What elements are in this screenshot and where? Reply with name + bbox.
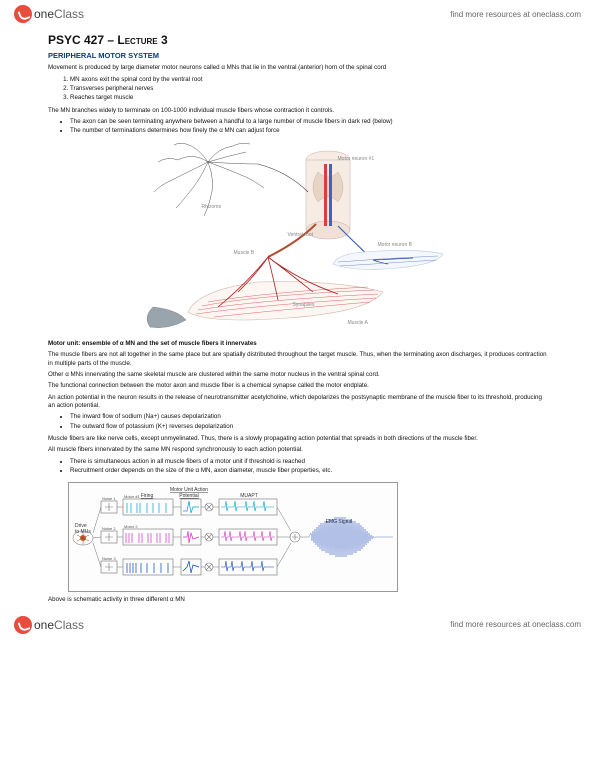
intro-paragraph: Movement is produced by large diameter m… (48, 64, 547, 72)
fig-label-synapses: Synapses (293, 302, 315, 309)
paragraph: All muscle fibers innervated by the same… (48, 446, 547, 454)
list-item: The outward flow of potassium (K+) rever… (70, 423, 547, 431)
title-word: Lecture (117, 33, 157, 47)
motor-neuron-diagram: Motor neuron #1 Ventral root Muscle B Mo… (138, 142, 458, 332)
bullet-list-1: The axon can be seen terminating anywher… (70, 118, 547, 136)
page-footer: oneClass find more resources at oneclass… (0, 611, 595, 639)
figure-caption: Above is schematic activity in three dif… (48, 596, 547, 604)
brand-part2-f: Class (54, 618, 84, 632)
fig2-noise3: Noise 3 (102, 556, 116, 561)
list-item: Recruitment order depends on the size of… (70, 467, 547, 475)
brand-part1-f: one (34, 618, 54, 632)
brand-part2: Class (54, 7, 84, 21)
bullet-list-3: There is simultaneous action in all musc… (70, 458, 547, 476)
emg-svg: Motor Unit Action Potential Firing MUAPT… (69, 483, 399, 593)
list-item: Transverses peripheral nerves (70, 85, 547, 93)
header-tagline: find more resources at oneclass.com (450, 10, 581, 19)
brand-text: oneClass (34, 7, 84, 21)
fig2-drive-label2: to MUs (75, 529, 91, 535)
title-prefix: PSYC 427 – (48, 33, 117, 47)
fig2-header-muapt: MUAPT (240, 493, 258, 499)
list-item: The axon can be seen terminating anywher… (70, 118, 547, 126)
list-item: MN axons exit the spinal cord by the ven… (70, 76, 547, 84)
document-body: PSYC 427 – Lecture 3 PERIPHERAL MOTOR SY… (0, 28, 595, 611)
list-item: The number of terminations determines ho… (70, 127, 547, 135)
brand-part1: one (34, 7, 54, 21)
list-item: Reaches target muscle (70, 94, 547, 102)
fig2-header-pot: Potential (179, 493, 198, 499)
bullet-list-2: The inward flow of sodium (Na+) causes d… (70, 413, 547, 431)
emg-schematic: Motor Unit Action Potential Firing MUAPT… (68, 482, 398, 592)
brand-text-footer: oneClass (34, 618, 84, 632)
brand-footer: oneClass (14, 616, 84, 634)
paragraph: Other α MNs innervating the same skeleta… (48, 371, 547, 379)
oneclass-logo-icon (14, 616, 32, 634)
fig2-header-firing: Firing (141, 493, 154, 499)
fig2-noise2: Noise 2 (102, 526, 116, 531)
list-item: There is simultaneous action in all musc… (70, 458, 547, 466)
page-header: oneClass find more resources at oneclass… (0, 0, 595, 28)
fig-label-muscle-a: Muscle A (348, 320, 368, 327)
footer-tagline: find more resources at oneclass.com (450, 620, 581, 629)
brand: oneClass (14, 5, 84, 23)
fig2-motor1: Motor #1 (124, 494, 141, 499)
paragraph: An action potential in the neuron result… (48, 394, 547, 411)
fig2-motor2: Motor 2 (124, 524, 138, 529)
fig-label-motor-neuron: Motor neuron #1 (338, 156, 375, 163)
paragraph: The functional connection between the mo… (48, 382, 547, 390)
fig-label-muscle-b: Muscle B (234, 250, 255, 257)
motor-unit-definition: Motor unit: ensemble of α MN and the set… (48, 340, 547, 348)
list-item: The inward flow of sodium (Na+) causes d… (70, 413, 547, 421)
paragraph: The muscle fibers are not all together i… (48, 351, 547, 368)
fig2-noise1: Noise 1 (102, 496, 116, 501)
paragraph: Muscle fibers are like nerve cells, exce… (48, 435, 547, 443)
title-num: 3 (158, 33, 168, 47)
paragraph: The MN branches widely to terminate on 1… (48, 107, 547, 115)
section-heading: PERIPHERAL MOTOR SYSTEM (48, 51, 547, 61)
oneclass-logo-icon (14, 5, 32, 23)
numbered-list-1: MN axons exit the spinal cord by the ven… (70, 76, 547, 103)
page-title: PSYC 427 – Lecture 3 (48, 32, 547, 48)
fig-label-rhizome: Rhizome (202, 204, 222, 211)
fig-label-ventral-root: Ventral root (288, 232, 314, 239)
fig-label-motor-neuron-b: Motor neuron B (378, 242, 412, 249)
